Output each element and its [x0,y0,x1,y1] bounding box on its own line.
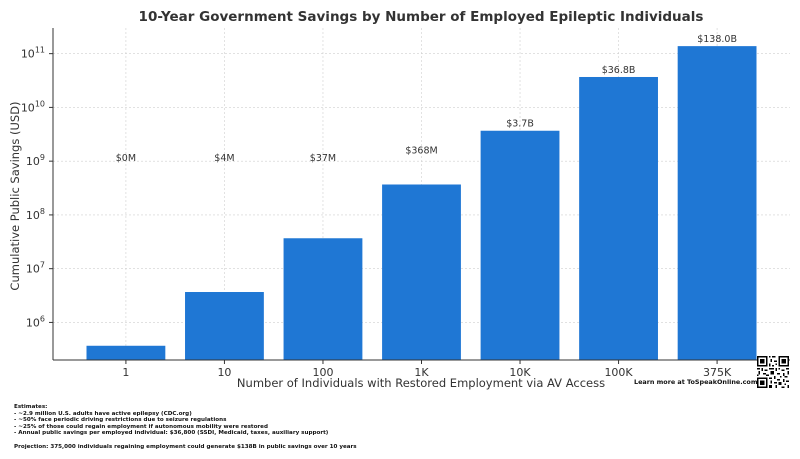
data-label: $37M [310,153,336,164]
notes-heading: Estimates: [14,404,48,410]
bar [283,238,363,360]
x-axis-label: Number of Individuals with Restored Empl… [237,376,605,390]
y-axis-label: Cumulative Public Savings (USD) [8,101,22,290]
y-tick-label: 107 [26,261,45,276]
data-label: $4M [214,153,234,164]
x-tick-label: 10K [509,366,531,379]
x-tick-label: 100 [312,366,333,379]
x-tick-label: 375K [703,366,732,379]
bars [86,46,757,361]
promo-link-text: Learn more at ToSpeakOnline.com [634,378,758,386]
y-tick-label: 1010 [21,99,45,114]
data-label: $0M [116,153,136,164]
y-tick-label: 1011 [21,46,45,61]
y-axis-ticks: 106 107 108 109 1010 1011 [21,46,53,329]
data-label: $368M [405,145,437,156]
bar [579,76,658,361]
data-label: $138.0B [697,34,737,45]
data-label: $36.8B [602,65,636,76]
estimates-notes: Estimates: - ~2.9 million U.S. adults ha… [14,404,357,451]
x-axis-ticks: 1 10 100 1K 10K 100K 375K [122,360,732,379]
notes-line: - Annual public savings per employed ind… [14,430,329,437]
bar [86,345,166,360]
y-tick-label: 106 [26,314,45,329]
bar [185,292,264,360]
qr-code-icon [757,356,789,388]
data-labels: $0M $4M $37M $368M $3.7B $36.8B $138.0B [116,34,737,164]
projection-note: Projection: 375,000 individuals regainin… [14,443,357,450]
bar [677,46,757,360]
notes-line: - ~25% of those could regain employment … [14,423,268,430]
x-tick-label: 1 [122,366,129,379]
x-tick-label: 1K [414,366,429,379]
chart-title: 10-Year Government Savings by Number of … [139,9,704,25]
x-tick-label: 100K [604,366,633,379]
y-tick-label: 108 [26,207,45,222]
data-label: $3.7B [506,119,534,130]
bar [480,130,560,360]
y-tick-label: 109 [26,153,45,168]
bar [382,184,461,360]
notes-line: - ~2.9 million U.S. adults have active e… [14,410,192,417]
x-tick-label: 10 [217,366,231,379]
notes-line: - ~50% face periodic driving restriction… [14,417,227,424]
